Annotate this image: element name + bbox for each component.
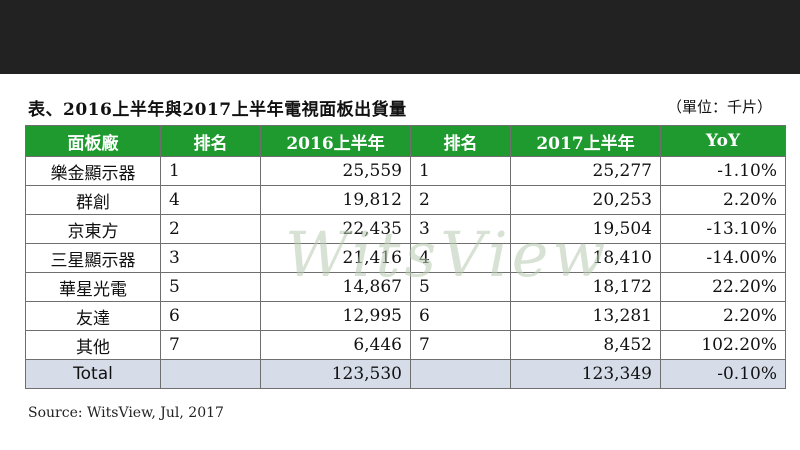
yoy-cell: 22.20% [660, 272, 786, 302]
shipment-2017h1-cell: 13,281 [510, 301, 661, 331]
vendor-name-cell: 樂金顯示器 [25, 156, 161, 186]
total-2017h1: 123,349 [510, 359, 661, 389]
top-dark-bar [0, 0, 800, 74]
vendor-name-cell: 三星顯示器 [25, 243, 161, 273]
yoy-cell: -14.00% [660, 243, 786, 273]
total-row: Total 123,530 123,349 -0.10% [25, 359, 786, 389]
yoy-cell: 102.20% [660, 330, 786, 360]
table-row: 樂金顯示器 1 25,559 1 25,277 -1.10% [25, 156, 786, 186]
shipment-2017h1-cell: 8,452 [510, 330, 661, 360]
shipment-2016h1-cell: 14,867 [260, 272, 411, 302]
table-row: 其他 7 6,446 7 8,452 102.20% [25, 330, 786, 360]
rank-2017-cell: 2 [410, 185, 511, 215]
shipment-2016h1-cell: 6,446 [260, 330, 411, 360]
table-title: 表、2016上半年與2017上半年電視面板出貨量 [28, 100, 407, 120]
column-header-2016h1: 2016上半年 [260, 125, 411, 157]
rank-2016-cell: 4 [160, 185, 261, 215]
yoy-cell: 2.20% [660, 301, 786, 331]
vendor-name-cell: 群創 [25, 185, 161, 215]
rank-2016-cell: 2 [160, 214, 261, 244]
rank-2017-cell: 6 [410, 301, 511, 331]
total-label: Total [25, 359, 161, 389]
column-header-vendor: 面板廠 [25, 125, 161, 157]
shipment-2016h1-cell: 12,995 [260, 301, 411, 331]
rank-2017-cell: 1 [410, 156, 511, 186]
shipment-2016h1-cell: 22,435 [260, 214, 411, 244]
table-row: 群創 4 19,812 2 20,253 2.20% [25, 185, 786, 215]
source-note: Source: WitsView, Jul, 2017 [28, 405, 224, 421]
rank-2017-cell: 7 [410, 330, 511, 360]
total-cell [410, 359, 511, 389]
shipment-2016h1-cell: 25,559 [260, 156, 411, 186]
table-row: 三星顯示器 3 21,416 4 18,410 -14.00% [25, 243, 786, 273]
vendor-name-cell: 其他 [25, 330, 161, 360]
rank-2016-cell: 5 [160, 272, 261, 302]
rank-2017-cell: 4 [410, 243, 511, 273]
shipment-2017h1-cell: 18,172 [510, 272, 661, 302]
shipment-table: 面板廠 排名 2016上半年 排名 2017上半年 YoY 樂金顯示器 1 25,5… [25, 125, 786, 389]
shipment-2017h1-cell: 25,277 [510, 156, 661, 186]
total-2016h1: 123,530 [260, 359, 411, 389]
shipment-2016h1-cell: 19,812 [260, 185, 411, 215]
column-header-rank-2017: 排名 [410, 125, 511, 157]
rank-2016-cell: 6 [160, 301, 261, 331]
yoy-cell: -1.10% [660, 156, 786, 186]
table-row: 友達 6 12,995 6 13,281 2.20% [25, 301, 786, 331]
shipment-2017h1-cell: 19,504 [510, 214, 661, 244]
shipment-2016h1-cell: 21,416 [260, 243, 411, 273]
rank-2016-cell: 3 [160, 243, 261, 273]
header-row: 面板廠 排名 2016上半年 排名 2017上半年 YoY [25, 125, 786, 157]
column-header-2017h1: 2017上半年 [510, 125, 661, 157]
unit-label: （單位：千片） [666, 98, 772, 116]
column-header-rank-2016: 排名 [160, 125, 261, 157]
shipment-2017h1-cell: 20,253 [510, 185, 661, 215]
vendor-name-cell: 華星光電 [25, 272, 161, 302]
table-row: 華星光電 5 14,867 5 18,172 22.20% [25, 272, 786, 302]
rank-2017-cell: 3 [410, 214, 511, 244]
table-body: 樂金顯示器 1 25,559 1 25,277 -1.10% 群創 4 19,812 2 20,25… [25, 156, 786, 389]
rank-2016-cell: 7 [160, 330, 261, 360]
vendor-name-cell: 京東方 [25, 214, 161, 244]
column-header-yoy: YoY [660, 125, 786, 157]
total-cell [160, 359, 261, 389]
rank-2016-cell: 1 [160, 156, 261, 186]
table-row: 京東方 2 22,435 3 19,504 -13.10% [25, 214, 786, 244]
shipment-2017h1-cell: 18,410 [510, 243, 661, 273]
rank-2017-cell: 5 [410, 272, 511, 302]
yoy-cell: -13.10% [660, 214, 786, 244]
yoy-cell: 2.20% [660, 185, 786, 215]
vendor-name-cell: 友達 [25, 301, 161, 331]
total-yoy: -0.10% [660, 359, 786, 389]
